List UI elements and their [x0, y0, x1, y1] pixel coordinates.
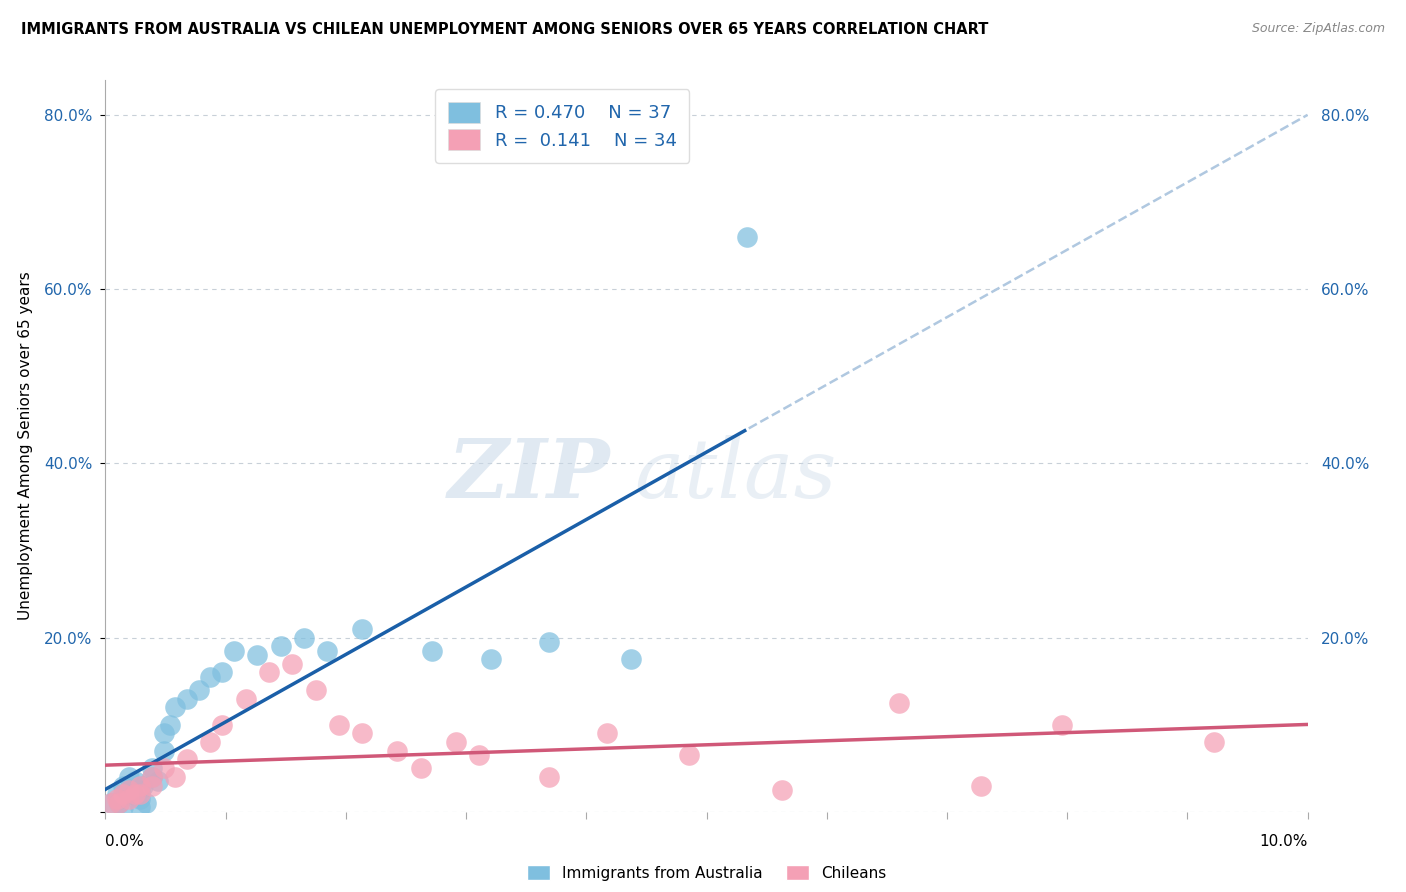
Point — [187, 682, 209, 697]
Point — [292, 631, 315, 645]
Point — [887, 696, 910, 710]
Point — [111, 800, 134, 814]
Point — [153, 744, 176, 758]
Point — [235, 691, 257, 706]
Point — [153, 761, 176, 775]
Point — [159, 717, 181, 731]
Point — [124, 774, 146, 789]
Point — [352, 622, 374, 636]
Point — [146, 774, 169, 789]
Point — [129, 787, 152, 801]
Point — [176, 691, 198, 706]
Point — [118, 783, 141, 797]
Point — [1204, 735, 1226, 749]
Point — [420, 643, 443, 657]
Point — [281, 657, 304, 671]
Point — [328, 717, 350, 731]
Point — [537, 770, 560, 784]
Point — [596, 726, 619, 740]
Point — [304, 682, 326, 697]
Point — [118, 783, 141, 797]
Y-axis label: Unemployment Among Seniors over 65 years: Unemployment Among Seniors over 65 years — [18, 272, 32, 620]
Point — [153, 726, 176, 740]
Point — [111, 779, 134, 793]
Point — [257, 665, 280, 680]
Point — [108, 796, 131, 810]
Point — [141, 761, 163, 775]
Legend: Immigrants from Australia, Chileans: Immigrants from Australia, Chileans — [519, 857, 894, 888]
Point — [468, 748, 491, 763]
Point — [970, 779, 993, 793]
Point — [200, 735, 222, 749]
Point — [1052, 717, 1074, 731]
Point — [270, 640, 292, 654]
Point — [141, 779, 163, 793]
Point — [200, 670, 222, 684]
Point — [129, 791, 152, 805]
Point — [737, 230, 759, 244]
Point — [537, 635, 560, 649]
Point — [124, 787, 146, 801]
Point — [105, 791, 128, 805]
Point — [141, 770, 163, 784]
Text: IMMIGRANTS FROM AUSTRALIA VS CHILEAN UNEMPLOYMENT AMONG SENIORS OVER 65 YEARS CO: IMMIGRANTS FROM AUSTRALIA VS CHILEAN UNE… — [21, 22, 988, 37]
Point — [176, 752, 198, 766]
Point — [111, 787, 134, 801]
Point — [100, 796, 122, 810]
Point — [165, 700, 187, 714]
Text: ZIP: ZIP — [447, 435, 610, 516]
Point — [211, 717, 233, 731]
Point — [129, 779, 152, 793]
Text: 10.0%: 10.0% — [1260, 834, 1308, 848]
Text: Source: ZipAtlas.com: Source: ZipAtlas.com — [1251, 22, 1385, 36]
Point — [444, 735, 467, 749]
Point — [118, 770, 141, 784]
Point — [387, 744, 409, 758]
Point — [211, 665, 233, 680]
Point — [620, 652, 643, 666]
Point — [132, 779, 155, 793]
Point — [110, 791, 132, 805]
Point — [246, 648, 269, 662]
Point — [105, 787, 128, 801]
Point — [135, 796, 157, 810]
Point — [409, 761, 432, 775]
Point — [316, 643, 339, 657]
Point — [165, 770, 187, 784]
Point — [129, 783, 152, 797]
Point — [108, 796, 131, 810]
Text: 0.0%: 0.0% — [105, 834, 145, 848]
Point — [770, 783, 793, 797]
Point — [141, 770, 163, 784]
Point — [222, 643, 245, 657]
Text: atlas: atlas — [634, 435, 837, 516]
Point — [352, 726, 374, 740]
Point — [129, 800, 152, 814]
Point — [118, 791, 141, 805]
Point — [479, 652, 502, 666]
Point — [678, 748, 700, 763]
Point — [100, 796, 122, 810]
Point — [120, 787, 142, 801]
